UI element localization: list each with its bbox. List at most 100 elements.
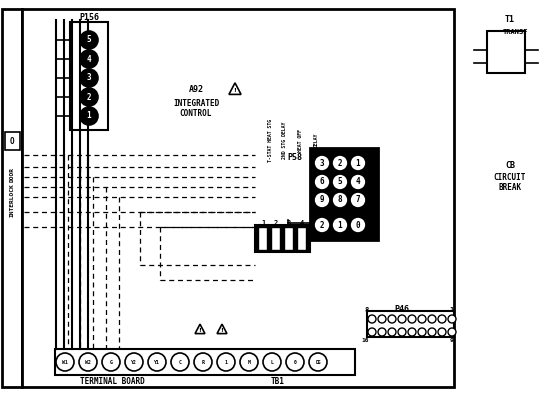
Text: L: L: [270, 359, 274, 365]
Text: 5: 5: [86, 36, 91, 45]
Circle shape: [263, 353, 281, 371]
Text: P58: P58: [287, 154, 302, 162]
Circle shape: [80, 88, 98, 106]
Circle shape: [418, 328, 426, 336]
Text: CONTROL: CONTROL: [180, 109, 212, 118]
Text: INTEGRATED: INTEGRATED: [173, 98, 219, 107]
Circle shape: [332, 155, 348, 171]
Text: 1: 1: [356, 158, 360, 167]
Text: 1: 1: [86, 111, 91, 120]
Circle shape: [102, 353, 120, 371]
Text: CB: CB: [505, 160, 515, 169]
Circle shape: [378, 315, 386, 323]
Text: A92: A92: [188, 85, 203, 94]
Text: 1: 1: [261, 220, 265, 226]
Circle shape: [217, 353, 235, 371]
Circle shape: [240, 353, 258, 371]
Text: 3: 3: [287, 220, 291, 226]
Bar: [258, 227, 267, 250]
Circle shape: [398, 315, 406, 323]
Text: Y1: Y1: [154, 359, 160, 365]
Text: 2: 2: [320, 220, 324, 229]
Text: TRANSF: TRANSF: [502, 29, 528, 35]
Circle shape: [332, 217, 348, 233]
Text: Y2: Y2: [131, 359, 137, 365]
Bar: [2, 9, 22, 387]
Text: R: R: [202, 359, 204, 365]
Text: 4: 4: [300, 220, 304, 226]
Polygon shape: [195, 324, 205, 334]
Text: 9: 9: [450, 337, 454, 342]
Circle shape: [350, 217, 366, 233]
Text: 8: 8: [365, 307, 369, 313]
Circle shape: [80, 50, 98, 68]
Circle shape: [125, 353, 143, 371]
Text: DS: DS: [315, 359, 321, 365]
Circle shape: [350, 174, 366, 190]
Polygon shape: [229, 83, 241, 94]
Circle shape: [194, 353, 212, 371]
Text: 5: 5: [338, 177, 342, 186]
Text: 16: 16: [361, 337, 369, 342]
Circle shape: [378, 328, 386, 336]
Circle shape: [438, 328, 446, 336]
Circle shape: [368, 315, 376, 323]
Circle shape: [428, 315, 436, 323]
Circle shape: [332, 192, 348, 208]
Text: !: !: [234, 88, 237, 93]
Text: 0: 0: [294, 359, 296, 365]
Text: T-STAT HEAT STG: T-STAT HEAT STG: [268, 118, 273, 162]
Text: 2: 2: [86, 92, 91, 102]
Bar: [297, 227, 306, 250]
Circle shape: [368, 328, 376, 336]
Text: 4: 4: [356, 177, 360, 186]
Text: 1: 1: [224, 359, 228, 365]
Bar: [5, 132, 20, 150]
Text: 2: 2: [274, 220, 278, 226]
Text: HEAT OFF: HEAT OFF: [297, 128, 302, 152]
Circle shape: [350, 155, 366, 171]
Text: C: C: [178, 359, 182, 365]
Text: 2ND STG DELAY: 2ND STG DELAY: [283, 121, 288, 159]
Bar: [284, 227, 293, 250]
Circle shape: [79, 353, 97, 371]
Text: 3: 3: [320, 158, 324, 167]
Circle shape: [350, 192, 366, 208]
Bar: [310, 148, 378, 240]
Circle shape: [309, 353, 327, 371]
Circle shape: [314, 155, 330, 171]
Circle shape: [388, 328, 396, 336]
Circle shape: [80, 69, 98, 87]
Text: O: O: [9, 137, 14, 145]
Text: !: !: [220, 328, 223, 333]
Circle shape: [448, 328, 456, 336]
Text: T1: T1: [505, 15, 515, 24]
Bar: [271, 227, 280, 250]
Circle shape: [80, 107, 98, 125]
Bar: [70, 22, 108, 130]
Circle shape: [448, 315, 456, 323]
Text: INTERLOCK: INTERLOCK: [9, 183, 14, 217]
Circle shape: [398, 328, 406, 336]
Text: 9: 9: [320, 196, 324, 205]
Circle shape: [148, 353, 166, 371]
Text: P156: P156: [79, 13, 99, 21]
Text: TB1: TB1: [271, 378, 285, 386]
Circle shape: [314, 174, 330, 190]
Bar: [487, 31, 525, 73]
Text: P46: P46: [394, 305, 409, 314]
Text: G: G: [110, 359, 112, 365]
Circle shape: [314, 217, 330, 233]
Text: 7: 7: [356, 196, 360, 205]
Text: DOOR: DOOR: [9, 167, 14, 182]
Text: 3: 3: [86, 73, 91, 83]
Text: 4: 4: [86, 55, 91, 64]
Circle shape: [408, 328, 416, 336]
Text: 0: 0: [356, 220, 360, 229]
Text: 1: 1: [338, 220, 342, 229]
Bar: [367, 311, 454, 337]
Bar: [22, 9, 454, 387]
Text: 2: 2: [338, 158, 342, 167]
Bar: [55, 349, 355, 375]
Circle shape: [171, 353, 189, 371]
